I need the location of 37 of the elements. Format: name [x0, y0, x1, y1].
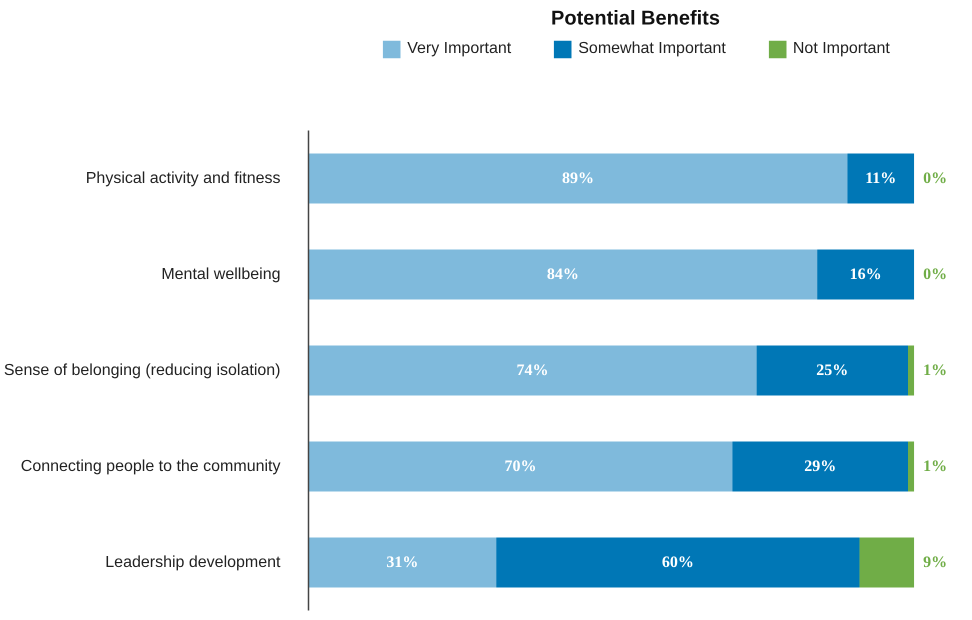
legend-label: Somewhat Important: [578, 40, 726, 58]
data-label: 29%: [804, 458, 836, 475]
legend-label: Very Important: [407, 40, 512, 58]
y-tick-label: Mental wellbeing: [161, 266, 281, 283]
bar: [908, 346, 914, 396]
data-label: 74%: [516, 362, 549, 379]
y-tick-label: Sense of belonging (reducing isolation): [4, 362, 280, 379]
data-label: 16%: [850, 266, 882, 283]
bar: [908, 442, 914, 492]
data-label: 1%: [923, 362, 948, 379]
data-label: 25%: [816, 362, 848, 379]
data-label: 11%: [865, 170, 896, 187]
bar: [756, 346, 908, 396]
legend-label: Not Important: [792, 40, 890, 58]
bar: [308, 154, 848, 204]
bar: [308, 538, 496, 588]
y-tick-label: Leadership development: [105, 554, 282, 571]
data-label: 0%: [923, 170, 948, 187]
data-label: 0%: [923, 266, 948, 283]
bar: [308, 250, 818, 300]
bar: [308, 442, 732, 492]
data-label: 1%: [923, 458, 948, 475]
data-label: 60%: [662, 554, 694, 571]
data-label: 84%: [546, 266, 579, 283]
bar: [308, 346, 757, 396]
bar: [817, 250, 914, 300]
y-tick-label: Physical activity and fitness: [86, 170, 280, 187]
bar: [847, 154, 914, 204]
bar: [732, 442, 908, 492]
bar: [496, 538, 860, 588]
data-label: 89%: [562, 170, 594, 187]
y-tick-label: Connecting people to the community: [20, 458, 281, 475]
data-label: 70%: [504, 458, 536, 475]
bar: [860, 538, 914, 588]
chart-title: Potential Benefits: [551, 8, 720, 30]
data-label: 9%: [923, 554, 948, 571]
data-label: 31%: [386, 554, 418, 571]
